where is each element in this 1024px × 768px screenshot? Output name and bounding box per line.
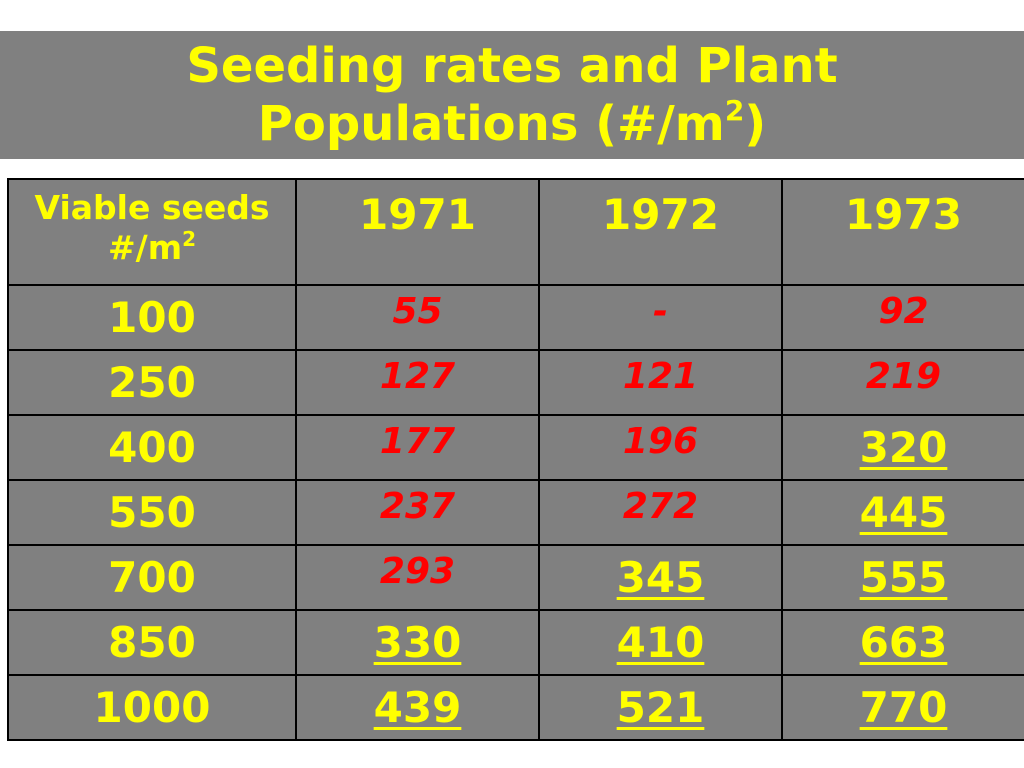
- seed-rate-value: 100: [108, 292, 196, 342]
- population-value: 410: [616, 618, 705, 667]
- population-cell: 521: [538, 674, 783, 741]
- table-row: 250 127 121 219: [7, 349, 1024, 416]
- population-value: 555: [859, 553, 948, 602]
- population-value: 663: [859, 618, 948, 667]
- population-cell: 219: [781, 349, 1024, 416]
- seeding-table: Viable seeds #/m2 1971 1972 1973 100 55 - 92…: [7, 178, 1024, 741]
- population-value: 439: [373, 683, 462, 732]
- population-cell: 237: [295, 479, 540, 546]
- population-cell: 555: [781, 544, 1024, 611]
- population-cell: 55: [295, 284, 540, 351]
- title-banner: Seeding rates and Plant Populations (#/m…: [0, 31, 1024, 159]
- header-label: Viable seeds #/m2: [9, 180, 295, 268]
- population-value: 121: [622, 356, 699, 397]
- seed-rate-value: 700: [108, 552, 196, 602]
- table-row: 850 330 410 663: [7, 609, 1024, 676]
- year-1971: 1971: [359, 190, 476, 239]
- population-value: 177: [379, 421, 456, 462]
- population-cell: 196: [538, 414, 783, 481]
- header-cell-year: 1973: [781, 178, 1024, 286]
- seed-rate-cell: 1000: [7, 674, 297, 741]
- population-cell: 320: [781, 414, 1024, 481]
- population-value: 127: [379, 356, 456, 397]
- table-row: 550 237 272 445: [7, 479, 1024, 546]
- seed-rate-value: 850: [108, 617, 196, 667]
- population-cell: 177: [295, 414, 540, 481]
- population-value: 272: [622, 486, 699, 527]
- header-label-superscript: 2: [182, 227, 196, 251]
- population-cell: 127: [295, 349, 540, 416]
- seed-rate-cell: 400: [7, 414, 297, 481]
- table-row: 400 177 196 320: [7, 414, 1024, 481]
- population-cell: 410: [538, 609, 783, 676]
- population-value: 445: [859, 488, 948, 537]
- seed-rate-cell: 250: [7, 349, 297, 416]
- population-value: 345: [616, 553, 705, 602]
- population-cell: 770: [781, 674, 1024, 741]
- population-cell: 345: [538, 544, 783, 611]
- population-value: 219: [865, 356, 942, 397]
- header-cell-label: Viable seeds #/m2: [7, 178, 297, 286]
- population-cell: 439: [295, 674, 540, 741]
- population-value: 55: [392, 291, 443, 332]
- seed-rate-value: 1000: [93, 682, 211, 732]
- population-value: 196: [622, 421, 699, 462]
- population-value: 320: [859, 423, 948, 472]
- title-line-2-end: ): [744, 96, 767, 152]
- seed-rate-cell: 700: [7, 544, 297, 611]
- seed-rate-value: 400: [108, 422, 196, 472]
- population-value: 92: [878, 291, 929, 332]
- table-row: 100 55 - 92: [7, 284, 1024, 351]
- population-cell: 92: [781, 284, 1024, 351]
- seed-rate-cell: 100: [7, 284, 297, 351]
- population-cell: 272: [538, 479, 783, 546]
- population-value: 521: [616, 683, 705, 732]
- table-row: 1000 439 521 770: [7, 674, 1024, 741]
- title-line-1: Seeding rates and Plant: [186, 38, 838, 94]
- population-cell: 330: [295, 609, 540, 676]
- header-label-line-2: #/m: [107, 228, 183, 267]
- header-label-line-1: Viable seeds: [34, 188, 270, 227]
- population-value: 237: [379, 486, 456, 527]
- population-cell: 121: [538, 349, 783, 416]
- seed-rate-cell: 550: [7, 479, 297, 546]
- title-superscript: 2: [724, 94, 745, 127]
- seed-rate-value: 250: [108, 357, 196, 407]
- population-value: 330: [373, 618, 462, 667]
- population-value: 770: [859, 683, 948, 732]
- table-row: 700 293 345 555: [7, 544, 1024, 611]
- population-value: -: [653, 291, 668, 332]
- header-cell-year: 1972: [538, 178, 783, 286]
- population-cell: 445: [781, 479, 1024, 546]
- population-cell: 293: [295, 544, 540, 611]
- year-1972: 1972: [602, 190, 719, 239]
- title-line-2: Populations (#/m2): [258, 95, 766, 153]
- population-cell: 663: [781, 609, 1024, 676]
- seed-rate-cell: 850: [7, 609, 297, 676]
- year-1973: 1973: [845, 190, 962, 239]
- seed-rate-value: 550: [108, 487, 196, 537]
- population-cell: -: [538, 284, 783, 351]
- title-line-2-main: Populations (#/m: [257, 96, 725, 152]
- header-row: Viable seeds #/m2 1971 1972 1973: [7, 178, 1024, 286]
- population-value: 293: [379, 551, 456, 592]
- header-cell-year: 1971: [295, 178, 540, 286]
